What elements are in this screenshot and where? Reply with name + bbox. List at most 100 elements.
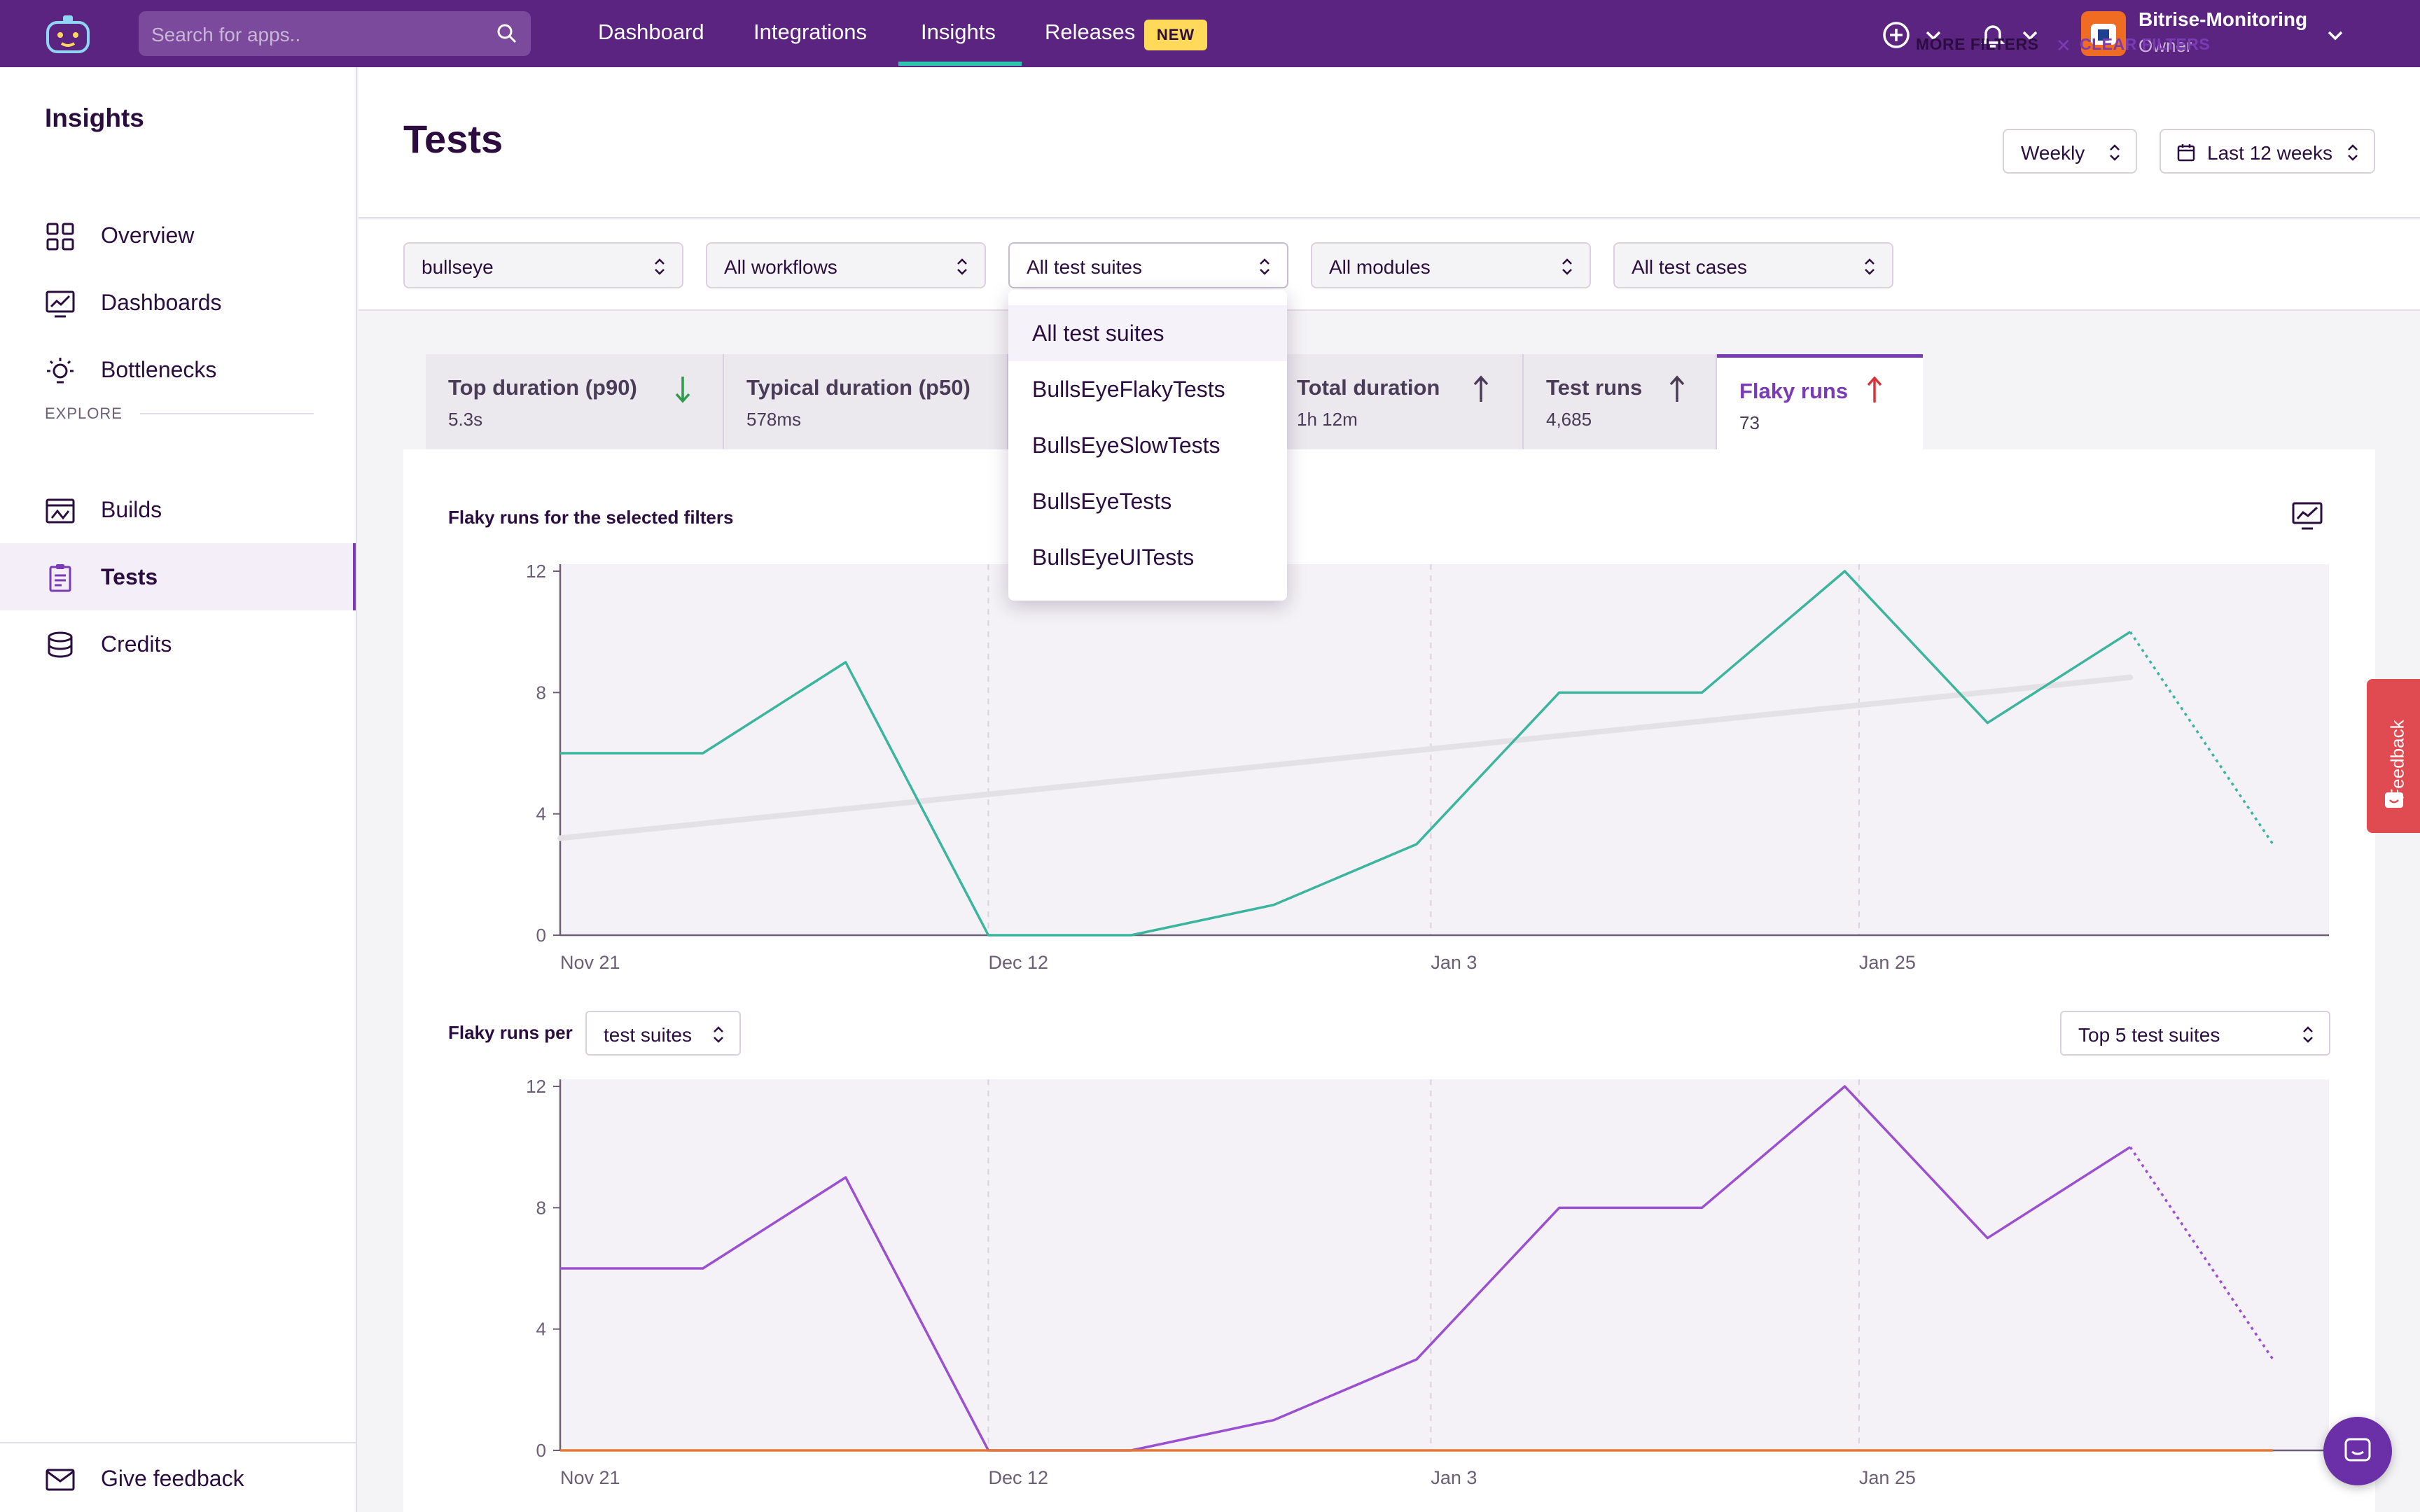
chat-smile-icon [2385, 792, 2403, 808]
clear-filters-button[interactable]: CLEAR FILTERS [2080, 35, 2211, 53]
chat-launcher-button[interactable] [2323, 1417, 2392, 1485]
up-down-chevron-icon [957, 258, 967, 275]
calendar-icon [2177, 144, 2195, 162]
add-circle-icon[interactable] [1881, 20, 1912, 50]
app-filter-select[interactable]: bullseye [403, 242, 683, 288]
up-down-chevron-icon [2348, 144, 2358, 161]
test-suite-filter-value: All test suites [1027, 256, 1142, 278]
chevron-down-icon[interactable] [1923, 20, 1944, 50]
series-line [560, 570, 2132, 937]
sidebar-item-credits[interactable]: Credits [0, 610, 356, 678]
metric-title: Total duration [1297, 375, 1440, 400]
give-feedback-link[interactable]: Give feedback [0, 1445, 356, 1512]
tab-top-duration[interactable]: Top duration (p90) 5.3s [426, 354, 724, 449]
explore-section-label: EXPLORE [45, 405, 123, 422]
sidebar-item-dashboards[interactable]: Dashboards [0, 269, 356, 336]
dropdown-option[interactable]: BullsEyeTests [1008, 473, 1287, 529]
divider [140, 413, 314, 414]
new-badge: NEW [1144, 20, 1207, 50]
sidebar-item-tests[interactable]: Tests [0, 543, 356, 610]
top-nav-bar: Search for apps.. Dashboard Integrations… [0, 0, 2420, 67]
y-tick-label: 12 [526, 561, 546, 582]
tab-flaky-runs[interactable]: Flaky runs 73 [1717, 354, 1923, 449]
arrow-up-icon [1473, 375, 1489, 402]
bell-icon[interactable] [1977, 20, 2008, 50]
dropdown-option[interactable]: BullsEyeUITests [1008, 529, 1287, 585]
group-by-select[interactable]: test suites [585, 1011, 741, 1056]
date-range-select[interactable]: Last 12 weeks [2160, 129, 2375, 174]
chevron-down-icon[interactable] [2019, 20, 2040, 50]
period-select-value: Weekly [2021, 142, 2085, 164]
test-case-filter-select[interactable]: All test cases [1613, 242, 1893, 288]
chevron-down-icon[interactable] [2325, 20, 2346, 50]
test-suite-filter-select[interactable]: All test suites [1008, 242, 1288, 288]
bitrise-logo-icon[interactable] [43, 13, 92, 55]
metric-value: 5.3s [448, 409, 483, 430]
nav-insights[interactable]: Insights [921, 20, 996, 44]
coins-icon [48, 631, 73, 658]
dropdown-option-label: BullsEyeUITests [1032, 545, 1195, 570]
tab-total-duration[interactable]: Total duration 1h 12m [1273, 354, 1524, 449]
test-suite-dropdown-menu: All test suites BullsEyeFlakyTests Bulls… [1008, 290, 1287, 601]
app-filter-value: bullseye [422, 256, 494, 278]
sidebar-item-label: Credits [101, 631, 172, 657]
sidebar: Insights Overview Dashboards Bottlenecks [0, 67, 357, 1512]
y-tick-label: 0 [536, 925, 546, 946]
tab-typical-duration[interactable]: Typical duration (p50) 578ms [724, 354, 1008, 449]
search-icon [497, 24, 517, 43]
y-tick-label: 8 [536, 1197, 546, 1218]
nav-releases[interactable]: Releases [1045, 20, 1136, 44]
x-tick-label: Jan 3 [1431, 952, 1477, 973]
account-name[interactable]: Bitrise-Monitoring [2139, 8, 2308, 30]
workflow-filter-value: All workflows [724, 256, 837, 278]
sidebar-item-bottlenecks[interactable]: Bottlenecks [0, 336, 356, 403]
metric-title: Top duration (p90) [448, 375, 637, 400]
metric-title: Typical duration (p50) [746, 375, 971, 400]
metric-value: 1h 12m [1297, 409, 1358, 430]
y-tick-label: 0 [536, 1440, 546, 1461]
module-filter-value: All modules [1329, 256, 1431, 278]
feedback-side-tab[interactable]: Feedback [2367, 679, 2420, 833]
dropdown-option[interactable]: BullsEyeSlowTests [1008, 417, 1287, 473]
y-tick-label: 4 [536, 1319, 546, 1340]
period-select[interactable]: Weekly [2003, 129, 2137, 174]
arrow-up-icon [1867, 376, 1882, 402]
divider [0, 1442, 356, 1443]
flaky-runs-per-suite-chart: Nov 21 Dec 12 Jan 3 Jan 25 0 4 8 12 [526, 1076, 2329, 1488]
top-n-select[interactable]: Top 5 test suites [2060, 1011, 2330, 1056]
x-tick-label: Nov 21 [560, 952, 620, 973]
account-avatar[interactable] [2081, 11, 2126, 56]
metric-value: 73 [1739, 412, 1760, 433]
workflow-filter-select[interactable]: All workflows [706, 242, 986, 288]
sidebar-item-label: Tests [101, 564, 158, 589]
dropdown-option[interactable]: All test suites [1008, 305, 1287, 361]
flaky-runs-chart: Nov 21 Dec 12 Jan 3 Jan 25 0 4 8 12 [526, 561, 2329, 973]
x-tick-label: Dec 12 [989, 1467, 1049, 1488]
sidebar-item-builds[interactable]: Builds [0, 476, 356, 543]
page-header: Tests Weekly Last 12 weeks [359, 67, 2420, 218]
page-title: Tests [403, 117, 503, 161]
search-input[interactable]: Search for apps.. [139, 11, 531, 56]
dropdown-option[interactable]: BullsEyeFlakyTests [1008, 361, 1287, 417]
lightbulb-icon [47, 358, 74, 384]
account-role: Owner [2139, 35, 2192, 56]
test-case-filter-value: All test cases [1632, 256, 1747, 278]
nav-integrations[interactable]: Integrations [753, 20, 867, 44]
sidebar-item-label: Dashboards [101, 290, 222, 315]
nav-dashboard[interactable]: Dashboard [598, 20, 704, 44]
x-tick-label: Jan 25 [1859, 1467, 1916, 1488]
up-down-chevron-icon [655, 258, 665, 275]
metric-value: 578ms [746, 409, 802, 430]
more-filters-button[interactable]: MORE FILTERS [1916, 35, 2039, 53]
module-filter-select[interactable]: All modules [1311, 242, 1591, 288]
sidebar-item-overview[interactable]: Overview [0, 202, 356, 269]
account-logo-icon [2091, 24, 2116, 45]
tab-test-runs[interactable]: Test runs 4,685 [1524, 354, 1717, 449]
date-range-value: Last 12 weeks [2207, 142, 2332, 164]
close-icon[interactable]: ✕ [2056, 35, 2071, 56]
filter-bar: bullseye All workflows All test suites A… [359, 220, 2420, 311]
top-n-value: Top 5 test suites [2078, 1024, 2220, 1046]
chart-monitor-icon[interactable] [2291, 500, 2323, 532]
trend-line [557, 674, 2134, 841]
sidebar-title: Insights [45, 104, 144, 132]
